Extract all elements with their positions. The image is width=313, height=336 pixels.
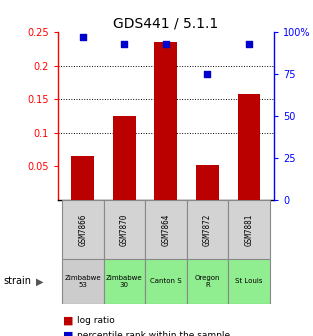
Text: Zimbabwe
53: Zimbabwe 53 [64, 275, 101, 288]
Text: GSM7881: GSM7881 [244, 213, 254, 246]
Text: GSM7864: GSM7864 [162, 213, 170, 246]
Text: ■: ■ [63, 331, 73, 336]
Point [122, 41, 127, 46]
Text: GSM7866: GSM7866 [78, 213, 87, 246]
Text: Canton S: Canton S [150, 279, 182, 284]
Point [163, 41, 168, 46]
Bar [155, 42, 177, 200]
Text: St Louis: St Louis [235, 279, 263, 284]
Bar [228, 259, 270, 304]
Bar [196, 165, 219, 200]
Text: ■: ■ [63, 316, 73, 326]
Text: percentile rank within the sample: percentile rank within the sample [77, 331, 230, 336]
Text: Zimbabwe
30: Zimbabwe 30 [106, 275, 143, 288]
Bar [145, 259, 187, 304]
Text: ▶: ▶ [36, 277, 44, 286]
Bar [187, 259, 228, 304]
Bar [104, 259, 145, 304]
Title: GDS441 / 5.1.1: GDS441 / 5.1.1 [113, 17, 218, 31]
Bar [62, 200, 104, 259]
Text: log ratio: log ratio [77, 316, 115, 325]
Bar [238, 94, 260, 200]
Bar [71, 156, 94, 200]
Text: strain: strain [3, 277, 31, 286]
Bar [104, 200, 145, 259]
Text: GSM7872: GSM7872 [203, 213, 212, 246]
Text: Oregon
R: Oregon R [195, 275, 220, 288]
Bar [228, 200, 270, 259]
Bar [145, 200, 187, 259]
Bar [187, 200, 228, 259]
Bar [62, 259, 104, 304]
Point [205, 71, 210, 77]
Point [246, 41, 251, 46]
Bar [113, 116, 136, 200]
Text: GSM7870: GSM7870 [120, 213, 129, 246]
Point [80, 34, 85, 40]
